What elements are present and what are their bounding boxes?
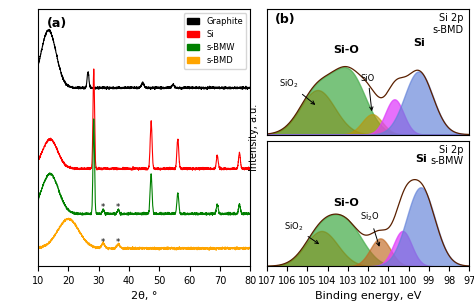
- Text: Si: Si: [413, 38, 425, 48]
- Text: *: *: [101, 238, 105, 247]
- Text: Si: Si: [415, 154, 427, 164]
- Text: (a): (a): [46, 17, 67, 30]
- Text: Si$_2$O: Si$_2$O: [360, 211, 380, 246]
- X-axis label: 2θ, °: 2θ, °: [131, 292, 157, 301]
- Text: Si 2p
s-BMW: Si 2p s-BMW: [430, 145, 463, 166]
- Text: *: *: [116, 238, 120, 247]
- Text: SiO$_2$: SiO$_2$: [280, 77, 315, 104]
- Text: SiO$_2$: SiO$_2$: [283, 220, 319, 244]
- Text: Si-O: Si-O: [333, 45, 359, 55]
- Text: *: *: [116, 203, 120, 211]
- Text: *: *: [101, 203, 105, 211]
- Text: Si-O: Si-O: [333, 198, 359, 208]
- Text: SiO: SiO: [361, 74, 375, 110]
- Legend: Graphite, Si, s-BMW, s-BMD: Graphite, Si, s-BMW, s-BMD: [183, 13, 246, 69]
- Text: (b): (b): [275, 13, 296, 26]
- Text: Si 2p
s-BMD: Si 2p s-BMD: [432, 13, 463, 35]
- X-axis label: Binding energy, eV: Binding energy, eV: [315, 292, 421, 301]
- Text: Intensity, a.u.: Intensity, a.u.: [248, 104, 259, 171]
